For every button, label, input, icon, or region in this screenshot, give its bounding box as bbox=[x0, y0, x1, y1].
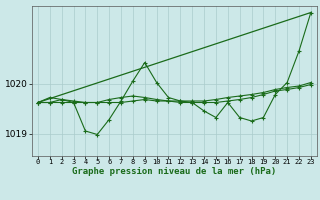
X-axis label: Graphe pression niveau de la mer (hPa): Graphe pression niveau de la mer (hPa) bbox=[72, 167, 276, 176]
